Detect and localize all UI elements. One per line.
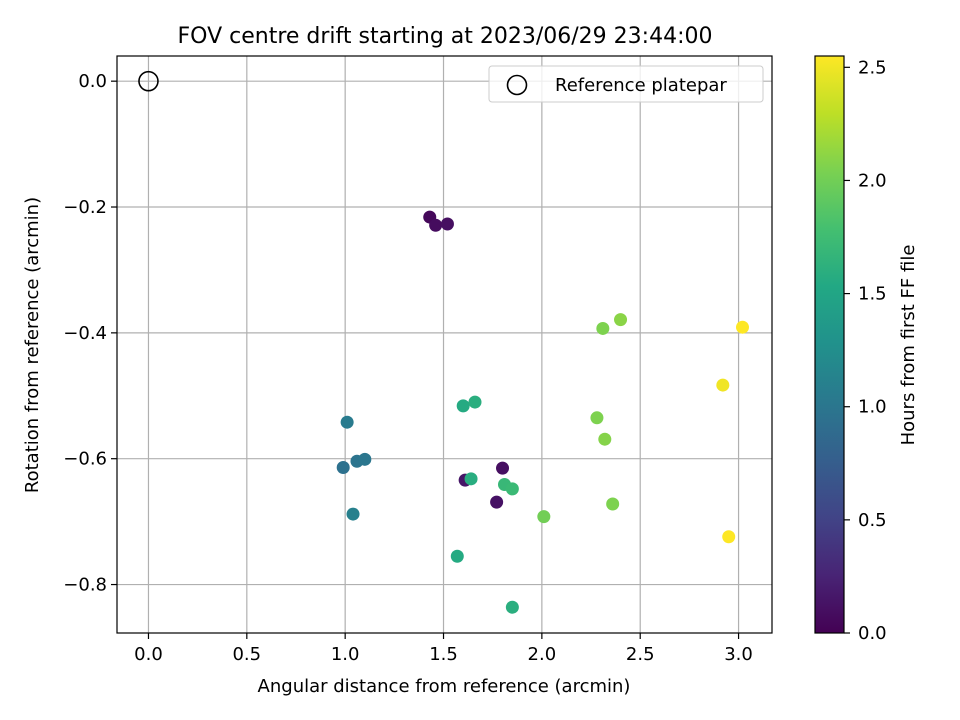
data-point bbox=[358, 452, 372, 466]
x-tick-label: 2.5 bbox=[626, 644, 655, 665]
colorbar-label: Hours from first FF file bbox=[898, 245, 919, 446]
data-point bbox=[722, 530, 736, 544]
data-point bbox=[596, 321, 610, 335]
data-point bbox=[340, 415, 354, 429]
y-tick-label: −0.2 bbox=[63, 197, 107, 218]
plot-frame bbox=[116, 55, 773, 634]
data-point bbox=[346, 507, 360, 521]
colorbar: 0.0 0.5 1.0 1.5 2.0 2.5 Hours from first FF f… bbox=[814, 55, 919, 644]
colorbar-gradient bbox=[814, 55, 845, 634]
colorbar-tick-label: 1.5 bbox=[858, 284, 887, 305]
data-point bbox=[336, 461, 350, 475]
x-tick-label: 0.5 bbox=[232, 644, 261, 665]
data-point bbox=[440, 217, 454, 231]
data-point bbox=[735, 320, 749, 334]
data-point bbox=[429, 218, 443, 232]
data-point bbox=[537, 510, 551, 524]
reference-marker bbox=[138, 70, 159, 92]
colorbar-tick-label: 1.0 bbox=[858, 397, 887, 418]
x-tick-label: 3.0 bbox=[724, 644, 753, 665]
y-tick-label: −0.6 bbox=[63, 449, 107, 470]
y-axis-ticks: 0.0 −0.2 −0.4 −0.6 −0.8 bbox=[63, 71, 117, 596]
colorbar-tick-label: 0.0 bbox=[858, 623, 887, 644]
x-tick-label: 1.0 bbox=[331, 644, 360, 665]
data-point bbox=[716, 378, 730, 392]
colorbar-tick-label: 0.5 bbox=[858, 510, 887, 531]
legend: Reference platepar bbox=[488, 65, 764, 103]
legend-box bbox=[488, 65, 764, 103]
data-point bbox=[590, 411, 604, 425]
data-point bbox=[505, 482, 519, 496]
plot-area: 0.0 0.5 1.0 1.5 2.0 2.5 3.0 0.0 −0.2 −0.4 −0.6 −0.… bbox=[63, 55, 773, 665]
data-point bbox=[456, 399, 470, 413]
colorbar-ticks: 0.0 0.5 1.0 1.5 2.0 2.5 bbox=[844, 57, 887, 644]
data-point bbox=[505, 600, 519, 614]
data-point bbox=[490, 495, 504, 509]
y-tick-label: 0.0 bbox=[78, 71, 107, 92]
data-point bbox=[464, 472, 478, 486]
colorbar-tick-label: 2.0 bbox=[858, 170, 887, 191]
legend-reference-icon bbox=[506, 74, 528, 96]
data-point bbox=[496, 461, 510, 475]
x-tick-label: 0.0 bbox=[134, 644, 163, 665]
x-tick-label: 1.5 bbox=[429, 644, 458, 665]
y-tick-label: −0.8 bbox=[63, 575, 107, 596]
y-axis-label: Rotation from reference (arcmin) bbox=[22, 197, 43, 493]
grid bbox=[117, 56, 772, 633]
data-point bbox=[468, 395, 482, 409]
data-point bbox=[450, 549, 464, 563]
data-point bbox=[598, 432, 612, 446]
legend-entry-reference: Reference platepar bbox=[555, 75, 727, 96]
x-tick-label: 2.0 bbox=[528, 644, 557, 665]
x-axis-ticks: 0.0 0.5 1.0 1.5 2.0 2.5 3.0 bbox=[134, 633, 753, 665]
colorbar-tick-label: 2.5 bbox=[858, 57, 887, 78]
chart-title: FOV centre drift starting at 2023/06/29 … bbox=[178, 24, 713, 49]
data-point bbox=[606, 497, 620, 511]
y-tick-label: −0.4 bbox=[63, 323, 107, 344]
x-axis-label: Angular distance from reference (arcmin) bbox=[258, 676, 631, 697]
data-point bbox=[614, 313, 628, 327]
data-points bbox=[336, 210, 749, 614]
